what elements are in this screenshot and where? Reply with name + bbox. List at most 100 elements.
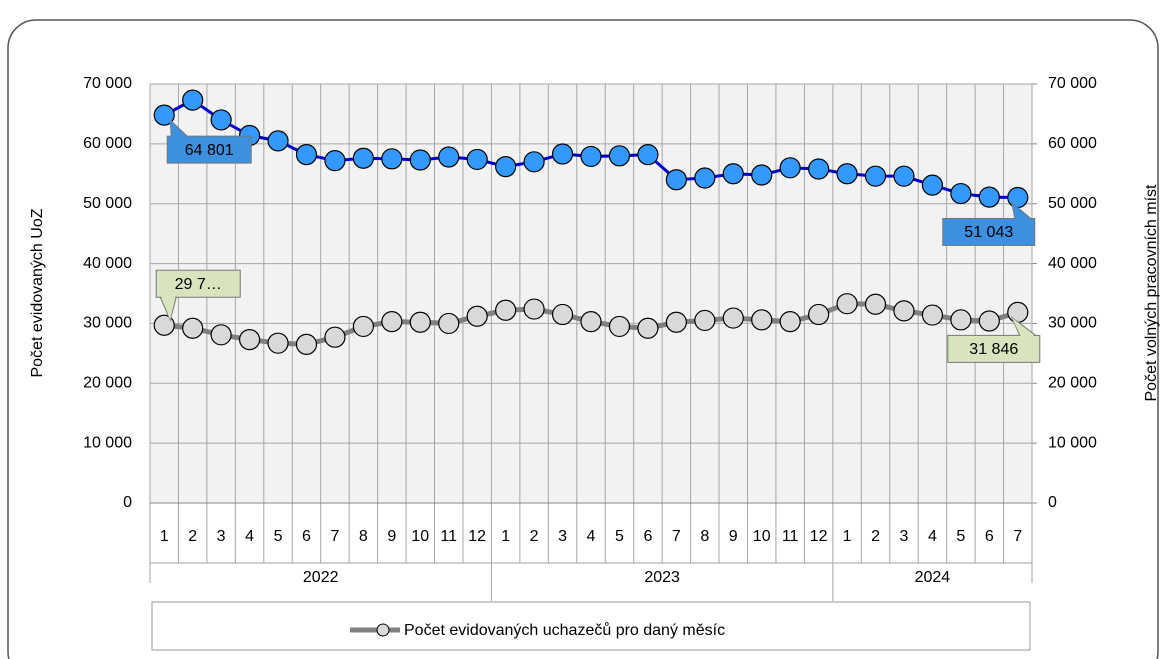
x-tick-label: 5 <box>274 528 283 545</box>
data-point <box>580 311 602 333</box>
callout-pointer-cover <box>1011 317 1035 337</box>
y-tick-label: 30 000 <box>83 315 132 332</box>
y-tick-label: 70 000 <box>83 75 132 92</box>
data-point <box>950 182 972 205</box>
y2-tick-label: 70 000 <box>1048 75 1097 92</box>
data-point <box>153 104 175 126</box>
data-point <box>438 146 460 168</box>
callout-pointer-cover <box>161 296 176 321</box>
data-point <box>722 163 744 185</box>
data-point <box>523 151 545 173</box>
y2-tick-label: 50 000 <box>1048 195 1097 212</box>
data-point <box>893 165 915 187</box>
y2-tick-label: 20 000 <box>1048 375 1097 392</box>
callout-box <box>155 269 241 298</box>
data-point <box>295 333 318 355</box>
data-point <box>921 304 944 326</box>
data-point <box>551 143 574 165</box>
data-point <box>864 293 887 315</box>
x-tick-label: 8 <box>359 528 368 545</box>
data-point <box>495 299 517 321</box>
data-point <box>324 150 346 172</box>
data-label: 64 801 <box>185 142 234 159</box>
x-tick-label: 2 <box>188 528 197 545</box>
data-point <box>608 315 631 338</box>
data-point <box>523 298 545 320</box>
data-point <box>950 309 972 331</box>
callout-pointer-cover <box>170 120 187 138</box>
x-tick-label: 5 <box>615 528 624 545</box>
data-point <box>409 149 431 171</box>
data-point <box>352 147 374 169</box>
data-point <box>267 130 289 152</box>
y2-tick-label: 30 000 <box>1048 315 1097 332</box>
data-point <box>324 326 346 348</box>
legend-marker <box>376 623 390 637</box>
y-tick-label: 0 <box>123 494 132 511</box>
y-tick-label: 50 000 <box>83 195 132 212</box>
y2-tick-label: 10 000 <box>1048 434 1097 451</box>
x-tick-label: 6 <box>302 528 311 545</box>
x-group-label: 2023 <box>644 569 680 586</box>
data-label: 31 846 <box>969 341 1018 358</box>
y-tick-label: 10 000 <box>83 434 132 451</box>
data-point <box>722 307 744 329</box>
data-point <box>409 311 431 333</box>
data-point <box>381 148 403 170</box>
x-tick-label: 9 <box>387 528 396 545</box>
data-point <box>1007 186 1029 209</box>
x-group-label: 2024 <box>915 569 951 586</box>
x-group-label: 2022 <box>303 569 339 586</box>
x-tick-label: 1 <box>843 528 852 545</box>
y-axis-label: Počet evidovaných UoZ <box>29 208 46 377</box>
x-tick-label: 10 <box>411 528 429 545</box>
x-tick-label: 12 <box>468 528 486 545</box>
x-tick-label: 7 <box>672 528 681 545</box>
legend-box <box>151 601 1031 651</box>
data-point <box>210 109 232 131</box>
x-tick-label: 3 <box>900 528 909 545</box>
data-point <box>182 89 204 111</box>
y2-tick-label: 0 <box>1048 494 1057 511</box>
data-point <box>1007 301 1029 323</box>
y-tick-label: 20 000 <box>83 375 132 392</box>
x-tick-label: 5 <box>956 528 965 545</box>
data-point <box>893 300 915 322</box>
data-point <box>495 156 517 178</box>
y2-tick-label: 60 000 <box>1048 135 1097 152</box>
data-point <box>637 317 659 339</box>
data-point <box>779 157 801 179</box>
x-tick-label: 11 <box>440 528 457 545</box>
data-point <box>210 324 232 346</box>
x-tick-label: 11 <box>782 528 799 545</box>
callout-box <box>942 217 1036 246</box>
x-tick-label: 12 <box>810 528 828 545</box>
data-point <box>381 311 403 333</box>
callout-box <box>166 135 252 164</box>
callout-pointer-cover <box>1011 202 1030 220</box>
data-point <box>694 309 716 332</box>
data-point <box>665 311 687 333</box>
data-point <box>836 293 858 315</box>
data-point <box>864 165 887 187</box>
x-tick-label: 7 <box>1013 528 1022 545</box>
x-tick-label: 2 <box>871 528 880 545</box>
data-point <box>238 328 261 351</box>
data-point <box>779 311 801 333</box>
data-point <box>637 144 659 166</box>
x-tick-label: 4 <box>245 528 254 545</box>
data-point <box>665 169 687 191</box>
x-tick-label: 1 <box>501 528 510 545</box>
data-point <box>836 163 858 185</box>
x-tick-label: 4 <box>587 528 596 545</box>
data-point <box>694 167 716 189</box>
data-point <box>352 315 374 338</box>
data-point <box>580 145 602 168</box>
x-tick-label: 2 <box>530 528 539 545</box>
x-tick-label: 6 <box>643 528 652 545</box>
x-tick-label: 9 <box>729 528 738 545</box>
data-point <box>153 314 175 336</box>
data-point <box>978 310 1000 332</box>
data-point <box>751 309 773 331</box>
